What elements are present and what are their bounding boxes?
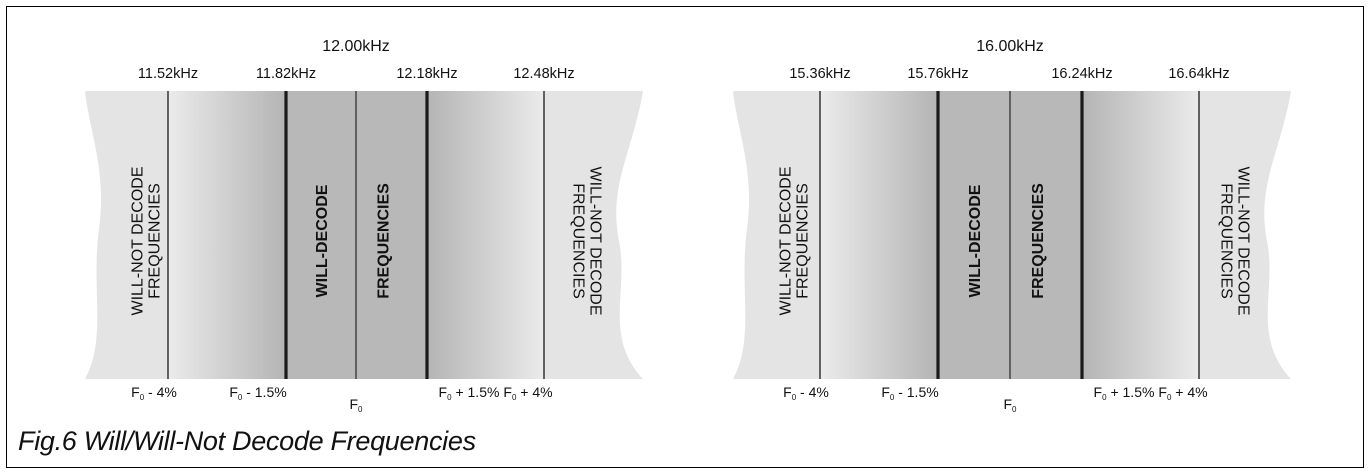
- right-gradient-region: [427, 91, 544, 379]
- panel-1: 12.00kHz 11.52kHz 11.82kHz 12.18kHz 12.48kHz…: [85, 38, 643, 414]
- center-frequency-label: 12.00kHz: [322, 38, 390, 55]
- left-will-not-decode-text-line-2: FREQUENCIES: [795, 183, 812, 299]
- f0-plus-4-frequency-label: 16.64kHz: [1168, 66, 1229, 82]
- left-will-not-decode-text-line-1: WILL-NOT DECODE: [130, 166, 147, 315]
- left-gradient-region: [820, 91, 938, 379]
- right-gradient-region: [1082, 91, 1199, 379]
- center-frequency-label: 16.00kHz: [976, 38, 1044, 55]
- f0-plus-1-5-label: F0 + 1.5%: [1094, 384, 1155, 402]
- f0-minus-4-frequency-label: 11.52kHz: [138, 66, 198, 82]
- f0-label: F0: [1003, 396, 1017, 414]
- left-gradient-region: [168, 91, 286, 379]
- will-decode-frequencies-label: FREQUENCIES: [376, 183, 393, 299]
- f0-minus-1-5-frequency-label: 11.82kHz: [256, 66, 316, 82]
- f0-minus-4-label: F0 - 4%: [131, 384, 177, 402]
- will-decode-frequencies-label: FREQUENCIES: [1030, 183, 1047, 299]
- f0-plus-1-5-frequency-label: 12.18kHz: [396, 66, 457, 82]
- left-will-not-decode-text-line-2: FREQUENCIES: [147, 183, 164, 299]
- f0-plus-1-5-label: F0 + 1.5%: [439, 384, 500, 402]
- f0-plus-1-5-frequency-label: 16.24kHz: [1051, 66, 1112, 82]
- figure-frame: [6, 6, 1364, 468]
- f0-minus-4-frequency-label: 15.36kHz: [789, 66, 850, 82]
- f0-plus-4-frequency-label: 12.48kHz: [513, 66, 574, 82]
- f0-minus-1-5-frequency-label: 15.76kHz: [907, 66, 968, 82]
- f0-plus-4-label: F0 + 4%: [1158, 384, 1207, 402]
- f0-label: F0: [349, 396, 363, 414]
- figure-caption: Fig.6 Will/Will-Not Decode Frequencies: [18, 426, 476, 456]
- f0-minus-4-label: F0 - 4%: [783, 384, 829, 402]
- left-will-not-decode-text-line-1: WILL-NOT DECODE: [778, 166, 795, 315]
- f0-minus-1-5-label: F0 - 1.5%: [881, 384, 938, 402]
- right-will-not-decode-text-line-2: FREQUENCIES: [1218, 183, 1235, 299]
- panel-2: 16.00kHz 15.36kHz 15.76kHz 16.24kHz 16.64kHz…: [733, 38, 1291, 414]
- left-will-not-decode-text: WILL-NOT DECODE FREQUENCIES: [130, 166, 164, 315]
- right-will-not-decode-text-line-2: FREQUENCIES: [570, 183, 587, 299]
- right-will-not-decode-text-line-1: WILL-NOT DECODE: [587, 166, 604, 315]
- will-decode-label: WILL-DECODE: [314, 184, 331, 297]
- f0-minus-1-5-label: F0 - 1.5%: [229, 384, 286, 402]
- will-decode-label: WILL-DECODE: [967, 184, 984, 297]
- right-will-not-decode-text-line-1: WILL-NOT DECODE: [1235, 166, 1252, 315]
- left-will-not-decode-text: WILL-NOT DECODE FREQUENCIES: [778, 166, 812, 315]
- f0-plus-4-label: F0 + 4%: [503, 384, 552, 402]
